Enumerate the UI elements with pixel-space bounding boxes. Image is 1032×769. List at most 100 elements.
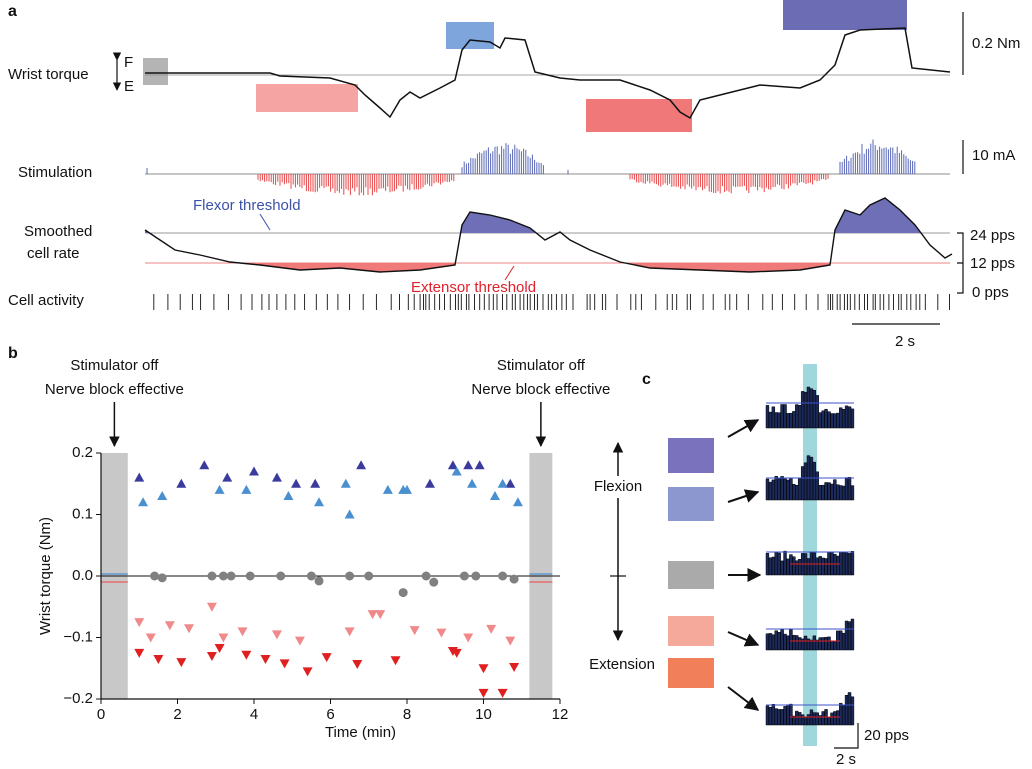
panel-label: c (642, 371, 651, 388)
point (271, 630, 282, 640)
point (344, 627, 355, 637)
label-bg (598, 476, 642, 498)
point (314, 576, 324, 586)
point (134, 648, 145, 658)
stim-bars (146, 168, 569, 174)
x-tick-label: 4 (250, 706, 258, 723)
annotation: Flexor threshold (193, 197, 301, 214)
point (134, 618, 145, 628)
point (164, 621, 175, 631)
point (463, 460, 474, 470)
point (150, 571, 160, 581)
histogram (765, 550, 855, 576)
point (302, 667, 313, 677)
stim-bars (257, 174, 455, 196)
scale-label: 0.2 Nm (972, 35, 1020, 52)
point (260, 655, 271, 665)
point (153, 655, 164, 665)
arrow (259, 213, 271, 231)
arrow (504, 265, 515, 281)
point (478, 664, 489, 674)
extensor-fill (145, 263, 952, 272)
point (402, 484, 412, 494)
color-box (668, 616, 714, 646)
arrow (727, 631, 760, 647)
color-box (668, 487, 714, 521)
label-bg (590, 652, 650, 674)
point (340, 478, 351, 488)
scale-label: 2 s (836, 751, 856, 768)
x-tick-label: 12 (552, 706, 569, 723)
point (314, 497, 325, 507)
panel-a: a Wrist torque F E 0.2 Nm Stimulation 10… (8, 0, 1020, 350)
scale-label: 0 pps (972, 284, 1009, 301)
point (478, 688, 489, 698)
point (498, 571, 508, 581)
point (241, 484, 252, 494)
point (291, 478, 302, 488)
point (463, 633, 474, 643)
point (245, 571, 255, 581)
annotation: Stimulator off (70, 357, 159, 374)
gray-box (143, 58, 168, 85)
scale-label: 10 mA (972, 147, 1015, 164)
point (447, 460, 458, 470)
x-tick-label: 10 (475, 706, 492, 723)
point (451, 466, 462, 476)
point (249, 466, 259, 476)
arrow (727, 489, 760, 503)
point (271, 472, 282, 482)
point (459, 571, 469, 581)
point (310, 478, 321, 488)
row-label: cell rate (27, 245, 80, 262)
scale-label: 24 pps (970, 227, 1015, 244)
point (241, 650, 252, 660)
point (218, 571, 228, 581)
point (497, 688, 508, 698)
point (471, 571, 481, 581)
point (207, 571, 217, 581)
point (409, 626, 420, 636)
scale-label: 20 pps (864, 727, 909, 744)
y-tick-label: 0.1 (72, 505, 93, 522)
point (183, 624, 194, 634)
point (176, 478, 187, 488)
point (424, 478, 435, 488)
point (145, 633, 156, 643)
color-box (668, 438, 714, 473)
light-blue-box (446, 22, 494, 49)
x-tick-label: 0 (97, 706, 105, 723)
annotation: Extensor threshold (411, 279, 536, 296)
scale-label: 12 pps (970, 255, 1015, 272)
panel-label: a (8, 3, 17, 20)
ext-letter: E (124, 78, 134, 95)
y-tick-label: −0.2 (63, 690, 93, 707)
row-label: Stimulation (18, 164, 92, 181)
point (206, 651, 217, 661)
light-red-box (256, 84, 358, 112)
panel-b: b Stimulator off Nerve block effective Sti… (8, 345, 610, 741)
point (306, 571, 316, 581)
point (138, 497, 149, 507)
point (505, 636, 516, 646)
x-tick-label: 8 (403, 706, 411, 723)
axis-label: Flexion (594, 478, 642, 495)
arrow (727, 686, 760, 711)
row-label: Smoothed (24, 223, 92, 240)
point (474, 460, 485, 470)
point (214, 484, 225, 494)
scale-label: 2 s (895, 333, 915, 350)
point (237, 627, 248, 637)
point (364, 571, 374, 581)
scale-bar (957, 232, 964, 294)
point (451, 648, 462, 658)
point (421, 571, 431, 581)
flex-letter: F (124, 54, 133, 71)
stim-bars (839, 139, 916, 174)
stim-bars (629, 174, 829, 194)
point (497, 478, 508, 488)
point (509, 574, 519, 584)
point (226, 571, 236, 581)
y-tick-label: 0.2 (72, 444, 93, 461)
